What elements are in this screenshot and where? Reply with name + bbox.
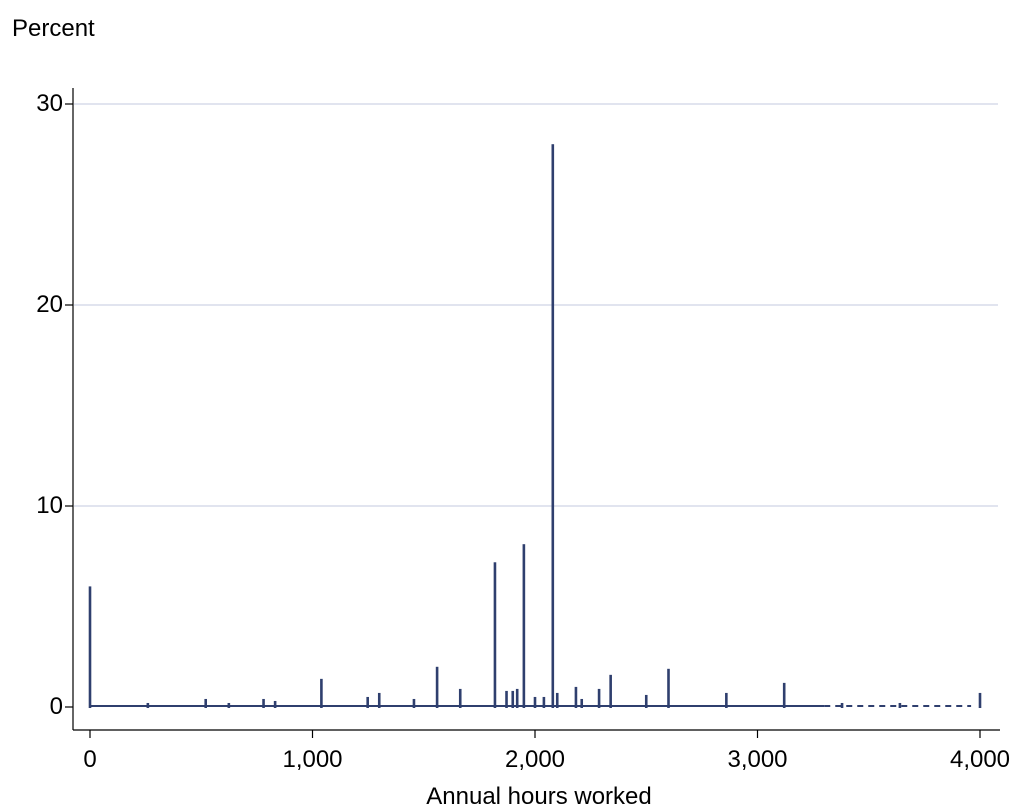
y-tick-label: 0 — [50, 693, 63, 720]
spike-bar — [262, 698, 265, 708]
spike-bar — [493, 562, 497, 708]
x-axis-ticks: 0 1,000 2,000 3,000 4,000 — [83, 730, 1010, 773]
spike-bar — [515, 688, 519, 708]
spike-bar — [667, 668, 670, 708]
x-tick-label: 0 — [83, 746, 96, 773]
spike-bar — [412, 698, 416, 708]
spike-bar — [273, 700, 277, 708]
spike-bar — [227, 702, 231, 708]
x-tick-label: 1,000 — [282, 746, 342, 773]
spike-bar — [551, 144, 555, 708]
spike-bar — [533, 696, 537, 708]
spike-bar — [522, 544, 526, 708]
grid-lines — [74, 103, 998, 507]
spike-bar — [597, 688, 601, 708]
spike-bar — [782, 682, 786, 708]
spike-bar — [511, 690, 515, 708]
spike-bar — [88, 586, 92, 708]
spike-bar — [146, 702, 150, 708]
spike-bar — [978, 692, 982, 708]
y-tick-label: 10 — [36, 492, 63, 519]
spike-bar — [320, 678, 323, 708]
spike-bar — [542, 696, 546, 708]
spike-bar — [555, 692, 559, 708]
spike-bar — [458, 688, 462, 708]
x-tick-label: 2,000 — [505, 746, 565, 773]
spike-bars — [88, 144, 982, 708]
spike-bar — [377, 692, 381, 708]
x-tick-label: 3,000 — [727, 746, 787, 773]
spike-bar — [505, 690, 508, 708]
y-axis-title: Percent — [12, 15, 95, 42]
spike-bar — [435, 666, 439, 708]
y-tick-label: 20 — [36, 291, 63, 318]
spike-bar — [609, 674, 612, 708]
spike-bar — [204, 698, 207, 708]
spike-bar — [725, 692, 728, 708]
spike-bar — [644, 694, 648, 708]
spike-bar — [898, 702, 902, 708]
y-axis-ticks: 0 10 20 30 — [36, 90, 73, 720]
spike-bar — [366, 696, 369, 708]
x-tick-label: 4,000 — [950, 746, 1010, 773]
spike-bar — [840, 702, 844, 708]
x-axis-title: Annual hours worked — [426, 783, 651, 810]
spike-bar — [574, 686, 578, 708]
spike-bar — [580, 698, 584, 708]
y-tick-label: 30 — [36, 90, 63, 117]
